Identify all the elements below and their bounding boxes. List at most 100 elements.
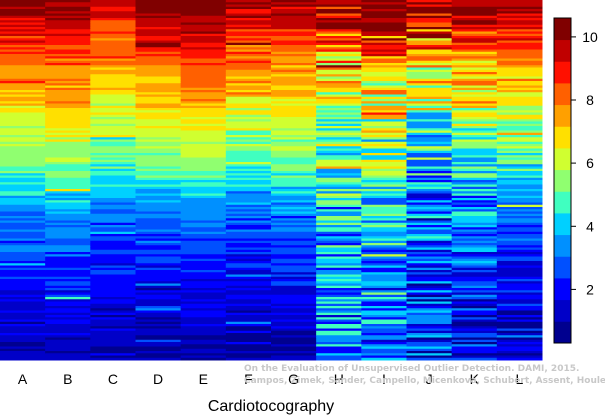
heatmap-cell bbox=[45, 342, 91, 345]
heatmap-cell bbox=[45, 45, 91, 48]
heatmap-cell bbox=[451, 137, 498, 140]
heatmap-cell bbox=[316, 40, 362, 44]
heatmap-cell bbox=[180, 240, 227, 244]
heatmap-cell bbox=[496, 301, 543, 305]
heatmap-cell bbox=[45, 220, 91, 224]
heatmap-cell bbox=[271, 191, 317, 194]
heatmap-cell bbox=[451, 119, 498, 122]
heatmap-cell bbox=[135, 74, 182, 77]
heatmap-cell bbox=[45, 87, 91, 91]
heatmap-cell bbox=[45, 189, 91, 192]
heatmap-cell bbox=[451, 74, 498, 77]
heatmap-cell bbox=[406, 159, 453, 163]
heatmap-cell bbox=[0, 108, 46, 111]
heatmap-cell bbox=[225, 108, 272, 111]
heatmap-cell bbox=[225, 222, 272, 226]
heatmap-cell bbox=[0, 319, 46, 323]
heatmap-cell bbox=[45, 276, 91, 280]
heatmap-cell bbox=[406, 254, 453, 257]
heatmap-cell bbox=[90, 155, 136, 158]
heatmap-cell bbox=[0, 36, 46, 39]
heatmap-cell bbox=[90, 148, 136, 152]
heatmap-cell bbox=[496, 229, 543, 233]
heatmap-cell bbox=[0, 310, 46, 314]
heatmap-cell bbox=[451, 146, 498, 149]
heatmap-cell bbox=[180, 339, 227, 343]
heatmap-cell bbox=[90, 153, 136, 156]
heatmap-cell bbox=[496, 36, 543, 39]
heatmap-cell bbox=[180, 166, 227, 170]
heatmap-cell bbox=[135, 15, 182, 19]
heatmap-cell bbox=[225, 288, 272, 291]
heatmap-cell bbox=[45, 74, 91, 77]
heatmap-cell bbox=[451, 144, 498, 147]
heatmap-cell bbox=[225, 195, 272, 199]
heatmap-cell bbox=[361, 65, 407, 68]
heatmap-cell bbox=[316, 22, 362, 26]
heatmap-cell bbox=[496, 252, 543, 255]
heatmap-cell bbox=[496, 6, 543, 10]
heatmap-cell bbox=[361, 263, 407, 266]
heatmap-cell bbox=[361, 216, 407, 219]
heatmap-cell bbox=[135, 297, 182, 300]
heatmap-cell bbox=[90, 222, 136, 226]
heatmap-cell bbox=[316, 108, 362, 111]
heatmap-cell bbox=[90, 292, 136, 296]
heatmap-cell bbox=[45, 164, 91, 167]
heatmap-cell bbox=[135, 312, 182, 316]
heatmap-cell bbox=[271, 333, 317, 336]
heatmap-cell bbox=[90, 180, 136, 183]
heatmap-cell bbox=[225, 333, 272, 336]
heatmap-cell bbox=[451, 254, 498, 257]
heatmap-cell bbox=[271, 153, 317, 156]
heatmap-cell bbox=[451, 126, 498, 129]
heatmap-cell bbox=[406, 184, 453, 188]
heatmap-cell bbox=[496, 164, 543, 167]
heatmap-cell bbox=[361, 324, 407, 327]
heatmap-cell bbox=[406, 65, 453, 68]
heatmap-cell bbox=[0, 29, 46, 32]
heatmap-cell bbox=[451, 83, 498, 86]
heatmap-cell bbox=[180, 2, 227, 5]
heatmap-cell bbox=[135, 240, 182, 244]
heatmap-cell bbox=[271, 65, 317, 68]
heatmap-cell bbox=[90, 198, 136, 201]
heatmap-cell bbox=[271, 245, 317, 248]
heatmap-cell bbox=[451, 123, 498, 127]
heatmap-cell bbox=[361, 328, 407, 332]
heatmap-cell bbox=[496, 328, 543, 332]
heatmap-cell bbox=[135, 18, 182, 21]
heatmap-cell bbox=[406, 63, 453, 66]
heatmap-cell bbox=[135, 247, 182, 251]
heatmap-cell bbox=[135, 263, 182, 266]
heatmap-cell bbox=[180, 153, 227, 156]
heatmap-cell bbox=[225, 328, 272, 332]
heatmap-cell bbox=[361, 96, 407, 100]
heatmap-cell bbox=[316, 49, 362, 53]
heatmap-cell bbox=[361, 45, 407, 48]
heatmap-cell bbox=[225, 299, 272, 302]
heatmap-cell bbox=[90, 272, 136, 275]
heatmap-cell bbox=[180, 202, 227, 206]
heatmap-cell bbox=[225, 252, 272, 255]
heatmap-cell bbox=[406, 328, 453, 332]
heatmap-cell bbox=[0, 288, 46, 291]
heatmap-cell bbox=[0, 339, 46, 343]
heatmap-cell bbox=[0, 74, 46, 77]
heatmap-cell bbox=[45, 177, 91, 181]
heatmap-cell bbox=[451, 180, 498, 183]
heatmap-cell bbox=[451, 279, 498, 282]
heatmap-cell bbox=[451, 213, 498, 217]
watermark-line-2: Campos, Zimek, Sander, Campello, Micenko… bbox=[244, 376, 605, 386]
heatmap-cell bbox=[451, 344, 498, 347]
heatmap-cell bbox=[361, 155, 407, 158]
heatmap-cell bbox=[271, 321, 317, 325]
heatmap-cell bbox=[45, 135, 91, 138]
heatmap-cell bbox=[225, 207, 272, 210]
heatmap-cell bbox=[45, 103, 91, 107]
heatmap-cell bbox=[135, 92, 182, 95]
heatmap-cell bbox=[361, 47, 407, 50]
heatmap-cell bbox=[406, 191, 453, 194]
heatmap-cell bbox=[90, 218, 136, 221]
heatmap-cell bbox=[45, 175, 91, 179]
